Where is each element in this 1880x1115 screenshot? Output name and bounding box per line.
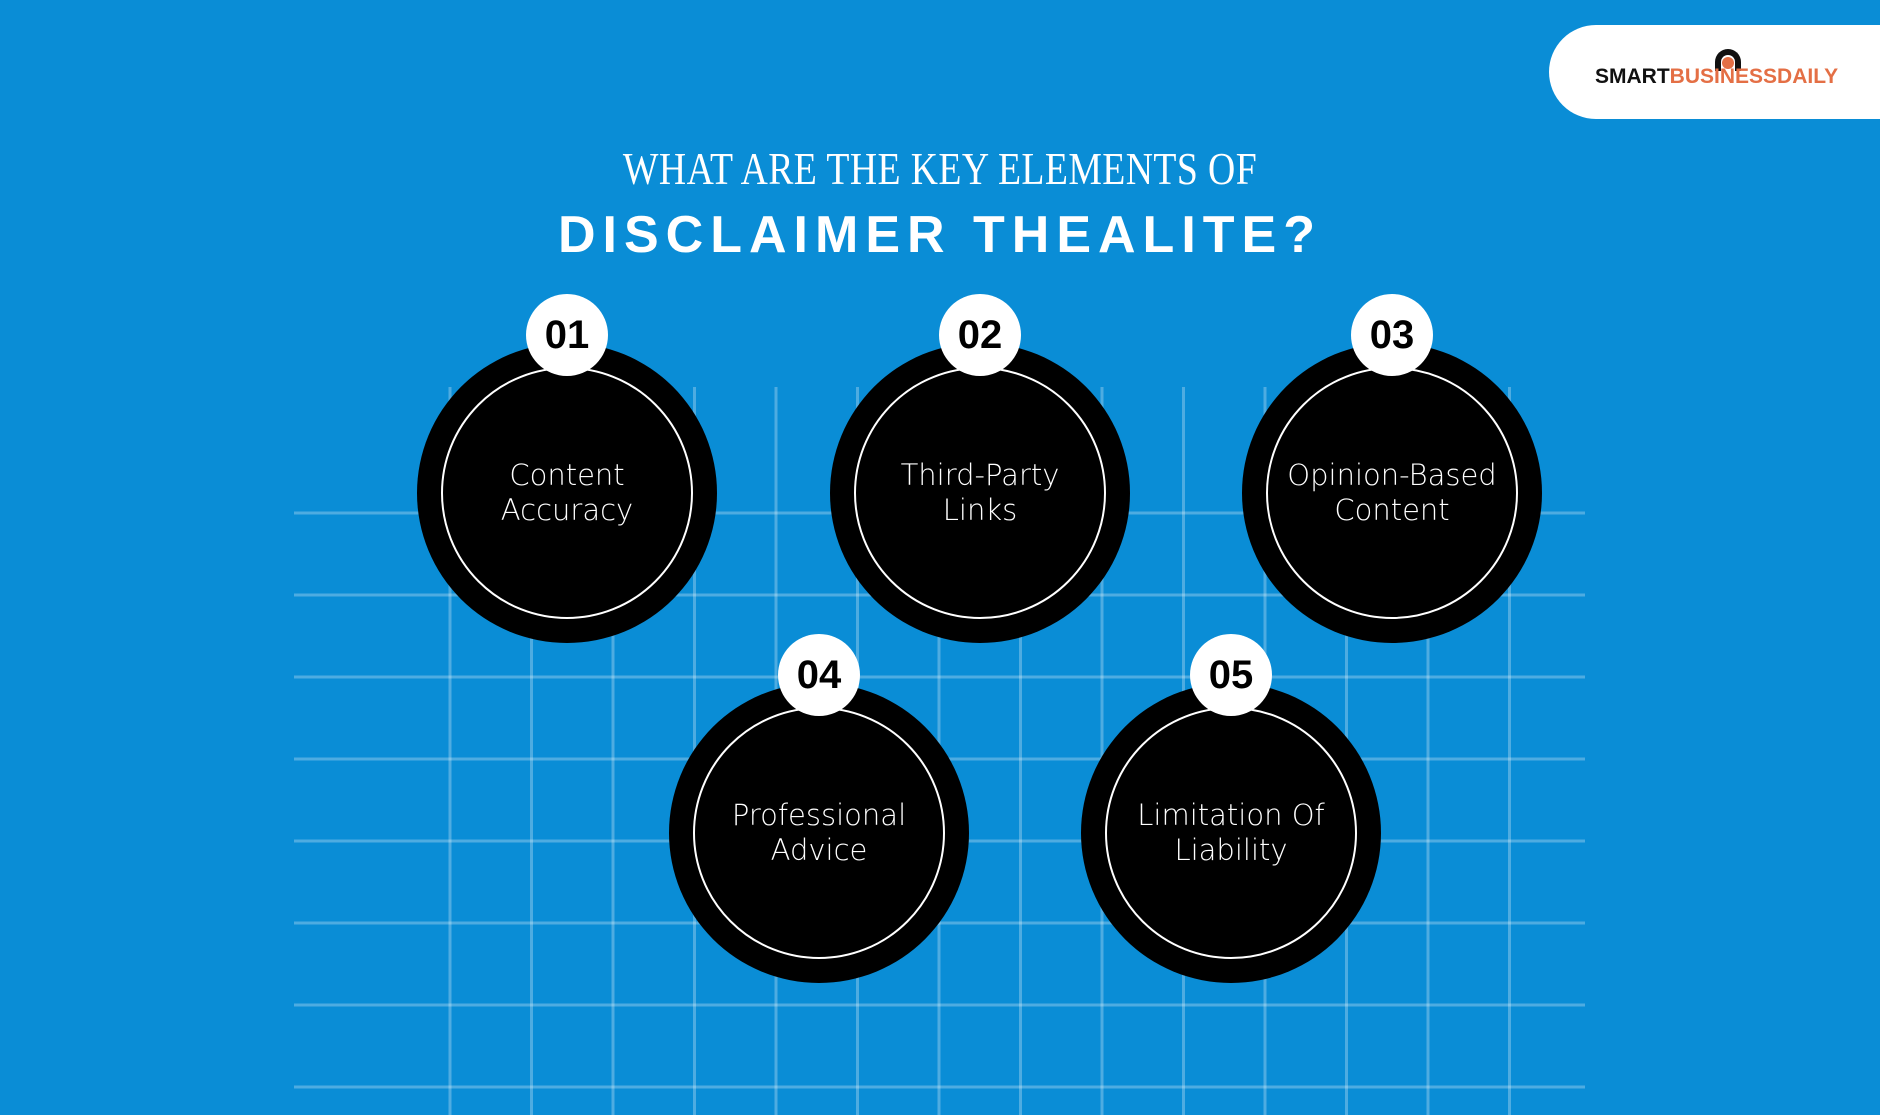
element-label: Professional Advice: [731, 798, 907, 867]
element-label: Content Accuracy: [500, 458, 634, 527]
logo-arch-icon: [1715, 49, 1741, 71]
brand-logo: SMARTBUSINESSDAILY: [1549, 25, 1880, 119]
element-number-badge: 02: [939, 294, 1021, 376]
element-label: Limitation Of Liability: [1137, 798, 1325, 867]
logo-text-businessdaily: BUSINESSDAILY: [1669, 65, 1839, 88]
element-card-4: Professional Advice 04: [669, 634, 969, 983]
title-line-2: DISCLAIMER THEALITE?: [558, 206, 1322, 264]
element-label: Opinion-Based Content: [1287, 458, 1497, 527]
element-number-badge: 01: [526, 294, 608, 376]
element-card-3: Opinion-Based Content 03: [1242, 294, 1542, 643]
logo-dot-icon: [1722, 57, 1734, 69]
element-card-5: Limitation Of Liability 05: [1081, 634, 1381, 983]
title-line-1: WHAT ARE THE KEY ELEMENTS OF: [622, 143, 1258, 194]
element-label: Third-Party Links: [900, 458, 1060, 527]
element-number-badge: 03: [1351, 294, 1433, 376]
element-card-1: Content Accuracy 01: [417, 294, 717, 643]
element-card-2: Third-Party Links 02: [830, 294, 1130, 643]
element-number-badge: 04: [778, 634, 860, 716]
logo-text-smart: SMART: [1595, 65, 1670, 88]
element-number-badge: 05: [1190, 634, 1272, 716]
